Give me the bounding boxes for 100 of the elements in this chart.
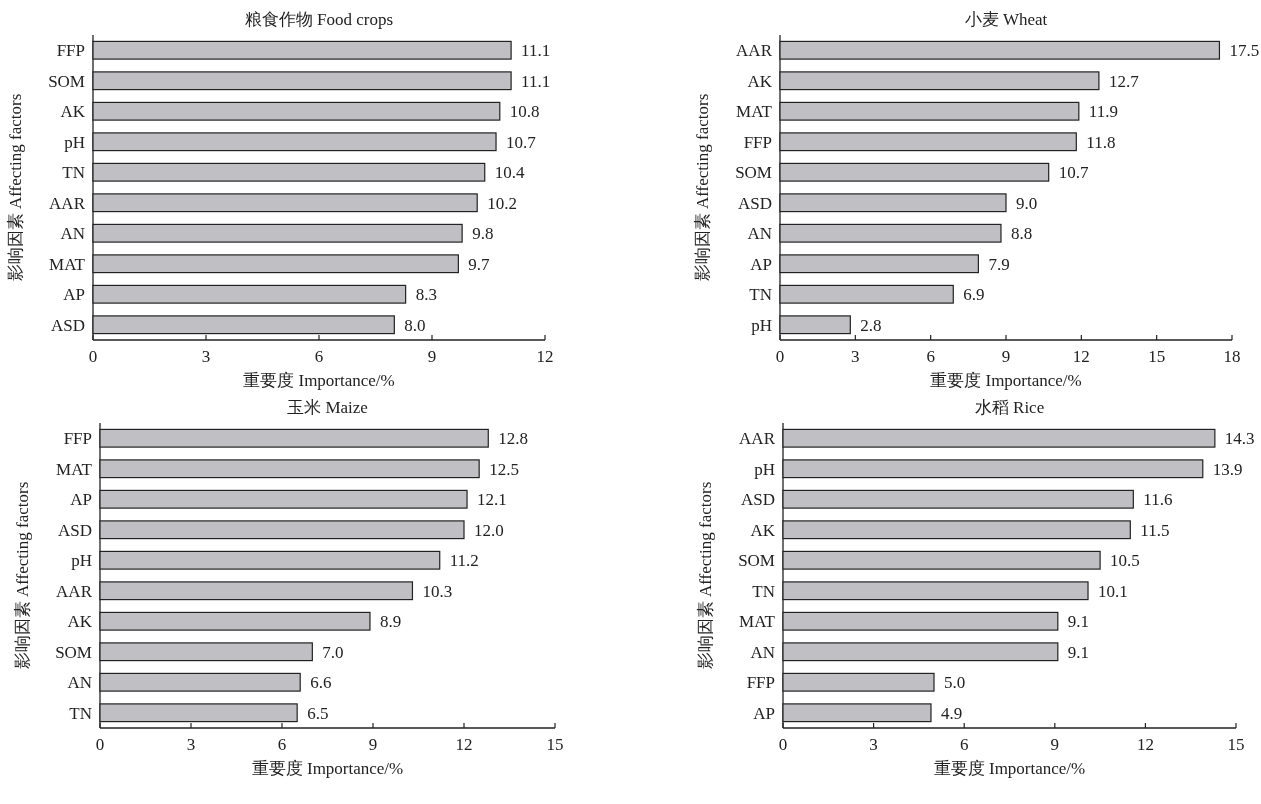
data-label: 10.7 (1058, 163, 1089, 183)
y-tick-label: AK (60, 102, 86, 122)
data-label: 11.8 (1086, 132, 1116, 152)
data-label: 11.1 (521, 71, 551, 91)
data-label: 12.8 (498, 429, 529, 449)
x-axis-title: 重要度 Importance/% (251, 759, 404, 778)
data-label: 12.0 (474, 520, 504, 540)
y-tick-label: FFP (63, 429, 92, 449)
y-axis-title: 影响因素 Affecting factors (13, 481, 32, 670)
x-tick-label: 3 (869, 735, 878, 754)
y-tick-label: AP (63, 285, 85, 305)
chart-title: 玉米 Maize (287, 398, 368, 417)
data-label: 6.9 (963, 285, 985, 305)
data-label: 10.3 (422, 581, 453, 601)
y-tick-label: TN (62, 163, 85, 183)
y-tick-label: TN (69, 703, 92, 723)
y-tick-label: AN (67, 673, 92, 693)
y-tick-label: AP (70, 490, 92, 510)
y-tick-label: AP (753, 703, 775, 723)
x-tick-label: 18 (1223, 347, 1241, 366)
data-label: 17.5 (1229, 41, 1260, 61)
x-tick-label: 15 (1227, 735, 1245, 754)
data-label: 13.9 (1212, 459, 1243, 479)
y-tick-label: AAR (739, 429, 776, 449)
data-label: 8.3 (415, 285, 437, 305)
y-tick-label: AAR (736, 41, 773, 61)
y-tick-label: AAR (49, 193, 86, 213)
y-tick-label: ASD (57, 520, 92, 540)
y-tick-label: pH (751, 315, 772, 335)
data-label: 6.5 (307, 703, 329, 723)
x-tick-label: 0 (88, 347, 98, 366)
y-tick-label: pH (64, 132, 85, 152)
data-label: 10.7 (506, 132, 537, 152)
y-tick-label: MAT (736, 102, 773, 122)
data-label: 2.8 (860, 315, 882, 335)
x-tick-label: 6 (314, 347, 324, 366)
x-tick-label: 0 (778, 735, 788, 754)
x-tick-label: 0 (95, 735, 105, 754)
y-tick-label: ASD (50, 315, 85, 335)
x-axis-title: 重要度 Importance/% (933, 759, 1086, 778)
data-label: 8.0 (404, 315, 426, 335)
data-label: 5.0 (944, 673, 966, 693)
x-tick-label: 3 (851, 347, 860, 366)
y-tick-label: SOM (48, 71, 85, 91)
data-label: 10.5 (1110, 551, 1140, 571)
x-tick-label: 6 (959, 735, 969, 754)
data-label: 12.5 (489, 459, 519, 479)
y-tick-label: FFP (56, 41, 85, 61)
x-tick-label: 9 (427, 347, 437, 366)
x-tick-label: 6 (277, 735, 287, 754)
y-tick-label: pH (71, 551, 92, 571)
y-tick-label: FFP (743, 132, 772, 152)
data-label: 10.1 (1098, 581, 1128, 601)
y-axis-title: 影响因素 Affecting factors (696, 481, 715, 670)
x-tick-label: 3 (201, 347, 211, 366)
data-label: 9.8 (472, 224, 494, 244)
y-tick-label: MAT (739, 612, 776, 632)
x-tick-label: 12 (455, 735, 473, 754)
x-tick-label: 15 (546, 735, 564, 754)
data-label: 7.9 (988, 254, 1010, 274)
chart-title: 粮食作物 Food crops (244, 10, 394, 29)
x-tick-label: 9 (1050, 735, 1060, 754)
y-tick-label: AK (67, 612, 93, 632)
data-label: 11.6 (1143, 490, 1173, 510)
y-tick-label: ASD (740, 490, 775, 510)
chart-title: 水稻 Rice (974, 398, 1045, 417)
y-tick-label: TN (749, 285, 772, 305)
y-tick-label: SOM (738, 551, 775, 571)
y-axis-title: 影响因素 Affecting factors (693, 93, 712, 282)
x-tick-label: 9 (368, 735, 378, 754)
data-label: 10.4 (494, 163, 525, 183)
x-axis-title: 重要度 Importance/% (243, 371, 395, 390)
data-label: 10.8 (509, 102, 540, 122)
data-label: 9.0 (1016, 193, 1038, 213)
y-tick-label: ASD (737, 193, 772, 213)
y-tick-label: AK (747, 71, 773, 91)
data-label: 9.7 (468, 254, 491, 274)
y-tick-label: MAT (49, 254, 86, 274)
data-label: 12.1 (477, 490, 507, 510)
data-label: 14.3 (1224, 429, 1255, 449)
x-tick-label: 12 (1072, 347, 1090, 366)
y-tick-label: FFP (746, 673, 775, 693)
data-label: 12.7 (1108, 71, 1140, 91)
y-tick-label: pH (754, 459, 775, 479)
y-tick-label: AP (750, 254, 772, 274)
x-tick-label: 0 (775, 347, 785, 366)
data-label: 9.1 (1067, 612, 1090, 632)
data-label: 8.9 (379, 612, 402, 632)
x-axis-title: 重要度 Importance/% (930, 371, 1082, 390)
x-tick-label: 15 (1148, 347, 1166, 366)
y-tick-label: AN (60, 224, 85, 244)
y-tick-label: MAT (56, 459, 93, 479)
y-tick-label: AN (747, 224, 772, 244)
y-tick-label: AAR (56, 581, 93, 601)
x-tick-label: 6 (926, 347, 935, 366)
x-tick-label: 3 (186, 735, 196, 754)
data-label: 8.8 (1010, 224, 1033, 244)
x-tick-label: 9 (1001, 347, 1011, 366)
data-label: 10.2 (487, 193, 517, 213)
data-label: 6.6 (310, 673, 332, 693)
